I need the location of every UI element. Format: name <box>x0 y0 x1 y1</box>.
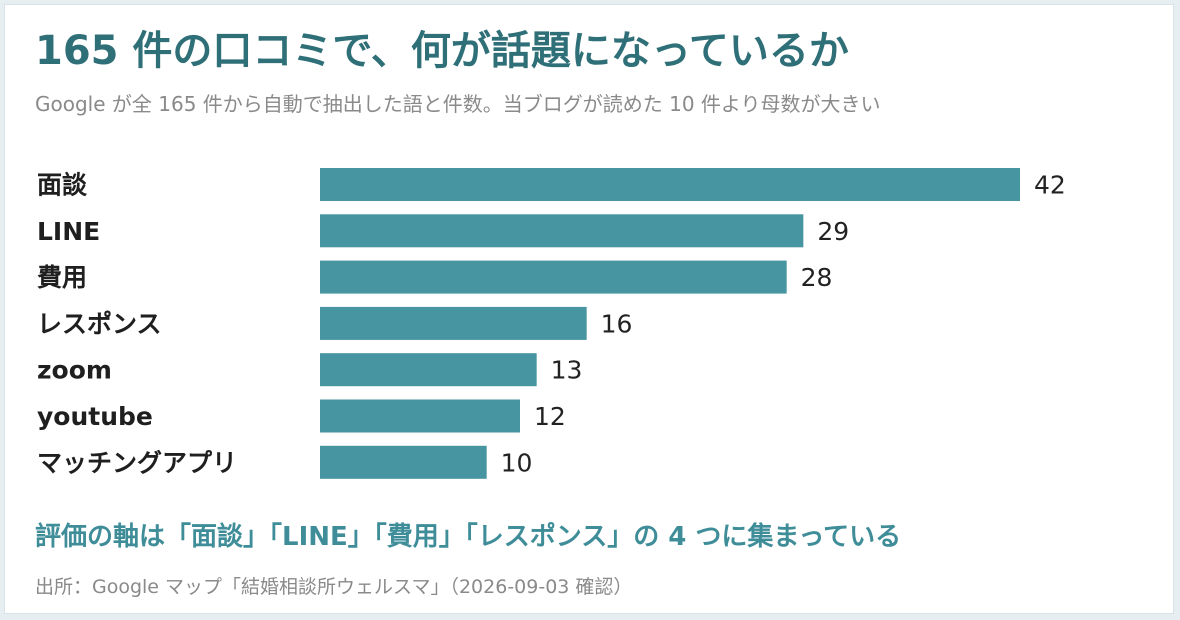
category-label: 面談 <box>37 171 88 200</box>
chart-title: 165 件の口コミで、何が話題になっているか <box>35 28 849 74</box>
bar <box>320 353 537 387</box>
value-label: 42 <box>1034 171 1066 200</box>
takeaway-text: 評価の軸は「面談」「LINE」「費用」「レスポンス」の 4 つに集まっている <box>35 522 902 552</box>
bar <box>320 168 1020 201</box>
value-label: 29 <box>817 217 849 246</box>
category-label: youtube <box>37 402 153 431</box>
value-label: 12 <box>534 402 566 431</box>
bar-chart: 面談 42 LINE 29 費用 28 レスポンス 16 zoom 13 youtube 12 マッチン… <box>36 168 1066 479</box>
bar <box>320 214 804 248</box>
category-label: レスポンス <box>37 309 162 338</box>
chart-card <box>4 4 1174 614</box>
bar <box>320 260 787 294</box>
source-note: 出所：Google マップ「結婚相談所ウェルスマ」（2026-09-03 確認） <box>35 576 633 598</box>
bar <box>320 399 520 433</box>
value-label: 16 <box>601 309 633 338</box>
value-label: 13 <box>551 356 583 385</box>
bar <box>320 306 587 340</box>
category-label: LINE <box>37 217 100 246</box>
bar <box>320 445 487 479</box>
category-label: zoom <box>37 356 112 385</box>
value-label: 10 <box>501 448 533 477</box>
chart-subtitle: Google が全 165 件から自動で抽出した語と件数。当ブログが読めた 10… <box>35 92 881 116</box>
category-label: マッチングアプリ <box>37 448 237 477</box>
category-label: 費用 <box>36 263 87 292</box>
value-label: 28 <box>801 263 833 292</box>
